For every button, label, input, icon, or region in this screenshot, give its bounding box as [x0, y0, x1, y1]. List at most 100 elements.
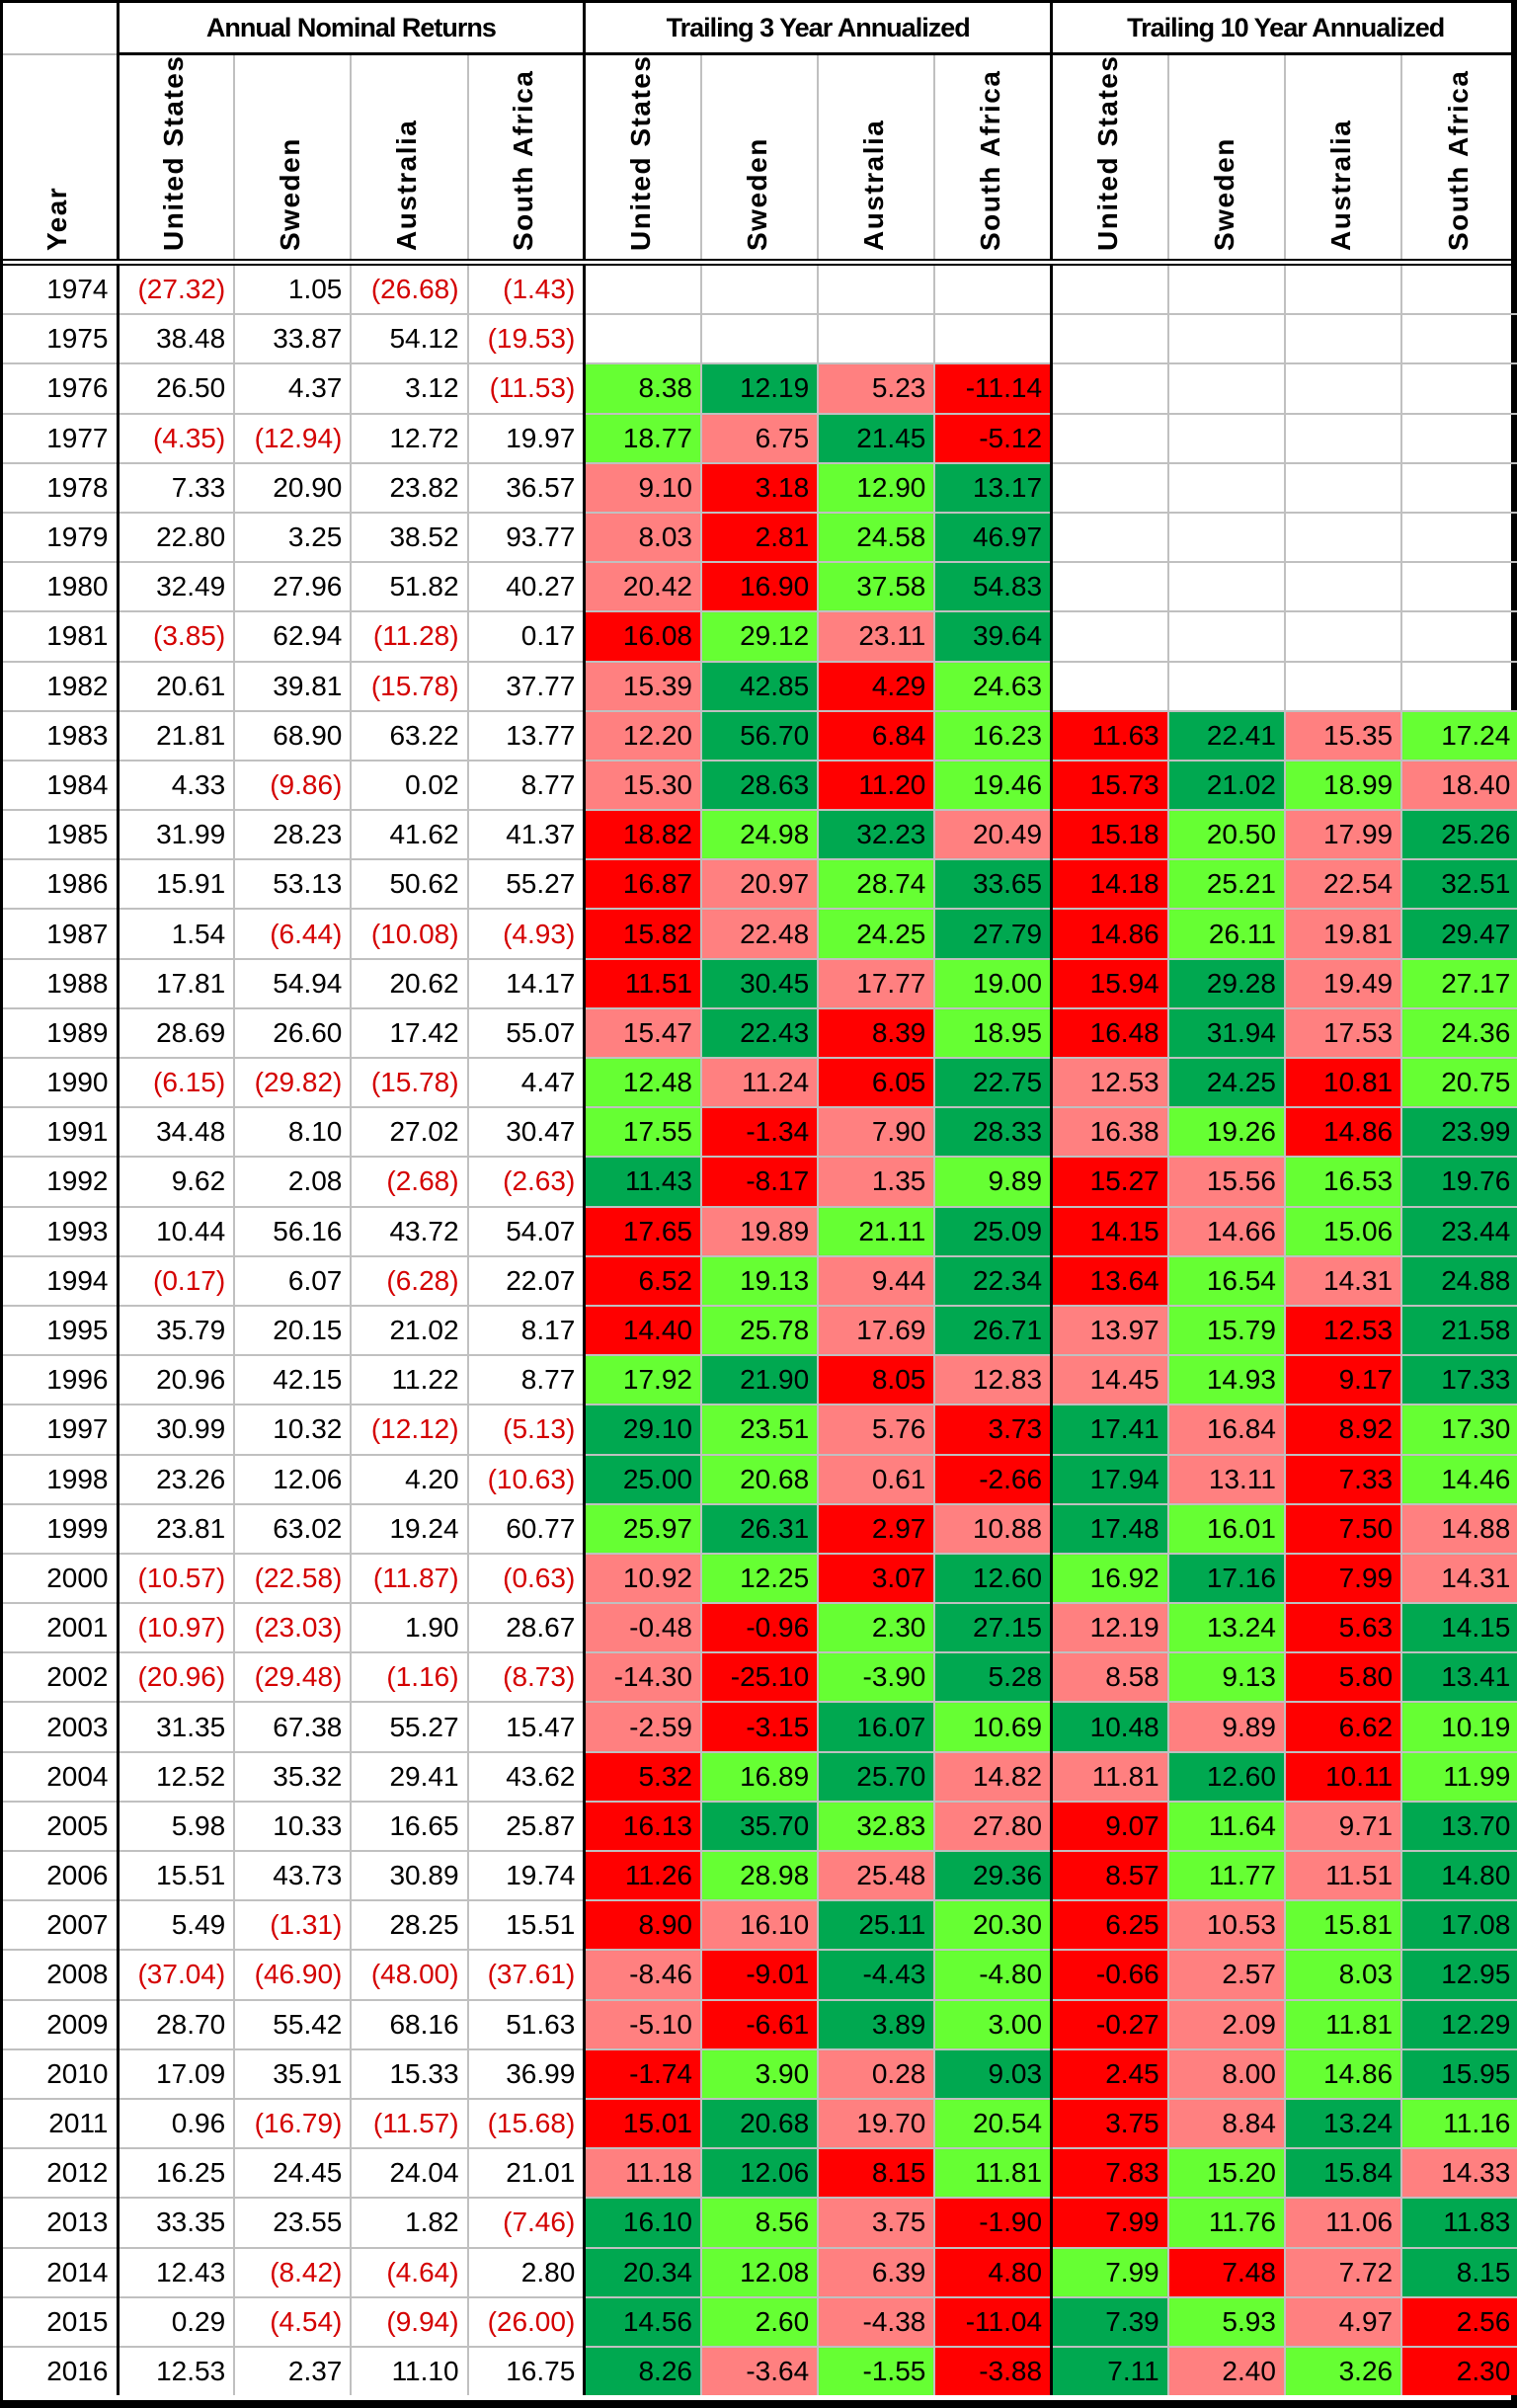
trailing-3yr-value-cell: 29.12 — [699, 611, 819, 663]
table-row: 1984 4.33 (9.86) 0.02 8.77 15.30 28.63 11.20 19.… — [3, 760, 1517, 812]
country-header-label: Australia — [1325, 119, 1356, 251]
trailing-3yr-value-cell: 8.26 — [583, 2346, 701, 2396]
trailing-10yr-value-cell: 17.33 — [1400, 1355, 1517, 1406]
trailing-3yr-value-cell: 15.30 — [583, 760, 701, 812]
annual-value-cell: (26.68) — [350, 262, 468, 316]
annual-value-cell: 38.48 — [116, 314, 235, 365]
trailing-10yr-value-cell: 9.71 — [1283, 1801, 1402, 1853]
trailing-3yr-value-cell: 3.90 — [699, 2048, 819, 2100]
trailing-3yr-value-cell: 15.39 — [583, 661, 701, 712]
trailing-3yr-value-cell: -4.38 — [817, 2296, 935, 2348]
trailing-10yr-value-cell: 14.80 — [1400, 1851, 1517, 1902]
trailing-3yr-value-cell: 8.15 — [817, 2148, 935, 2200]
trailing-10yr-value-cell: 29.47 — [1400, 909, 1517, 960]
trailing-10yr-value-cell: 4.97 — [1283, 2296, 1402, 2348]
year-cell: 1992 — [3, 1157, 118, 1208]
year-cell: 1999 — [3, 1503, 118, 1555]
trailing-10yr-value-cell — [1050, 611, 1168, 663]
trailing-3yr-value-cell: 56.70 — [699, 710, 819, 762]
trailing-3yr-value-cell: 16.10 — [699, 1900, 819, 1952]
annual-value-cell: 14.17 — [466, 958, 585, 1009]
annual-value-cell: 12.72 — [350, 413, 468, 464]
trailing-3yr-value-cell: 16.23 — [933, 710, 1052, 762]
annual-value-cell: 28.69 — [116, 1007, 235, 1060]
annual-value-cell: 26.50 — [116, 363, 235, 415]
trailing-3yr-value-cell: 19.13 — [699, 1255, 819, 1307]
annual-value-cell: 41.37 — [466, 810, 585, 861]
annual-value-cell: 67.38 — [233, 1702, 352, 1753]
annual-value-cell: 28.23 — [233, 810, 352, 861]
annual-value-cell: (4.54) — [233, 2296, 352, 2348]
trailing-10yr-value-cell: 17.48 — [1050, 1503, 1168, 1555]
trailing-10yr-value-cell: 6.62 — [1283, 1702, 1402, 1753]
trailing-10yr-value-cell: 8.92 — [1283, 1405, 1402, 1456]
annual-value-cell: 55.27 — [466, 859, 585, 911]
annual-value-cell: 23.26 — [116, 1454, 235, 1505]
trailing-10yr-value-cell: 5.80 — [1283, 1652, 1402, 1704]
annual-value-cell: (19.53) — [466, 314, 585, 365]
trailing-10yr-value-cell: 11.77 — [1166, 1851, 1285, 1902]
trailing-3yr-value-cell: 28.74 — [817, 859, 935, 911]
annual-value-cell: 43.72 — [350, 1206, 468, 1257]
trailing-10yr-value-cell: 15.84 — [1283, 2148, 1402, 2200]
trailing-3yr-value-cell: 17.92 — [583, 1355, 701, 1406]
annual-value-cell: 5.49 — [116, 1900, 235, 1952]
table-row: 1990 (6.15) (29.82) (15.78) 4.47 12.48 11.24 6.… — [3, 1058, 1517, 1109]
trailing-3yr-value-cell: 8.90 — [583, 1900, 701, 1952]
annual-value-cell: (9.94) — [350, 2296, 468, 2348]
trailing-3yr-value-cell: 9.03 — [933, 2048, 1052, 2100]
annual-value-cell: 22.80 — [116, 512, 235, 564]
trailing-3yr-value-cell: 1.35 — [817, 1157, 935, 1208]
year-cell: 1995 — [3, 1305, 118, 1357]
trailing-10yr-value-cell — [1400, 462, 1517, 514]
trailing-10yr-value-cell: 15.95 — [1400, 2048, 1517, 2100]
annual-value-cell: 10.33 — [233, 1801, 352, 1853]
annual-value-cell: (6.15) — [116, 1058, 235, 1109]
trailing-10yr-value-cell: 15.06 — [1283, 1206, 1402, 1257]
annual-value-cell: (46.90) — [233, 1950, 352, 2001]
annual-value-cell: (0.17) — [116, 1255, 235, 1307]
trailing-3yr-value-cell: -9.01 — [699, 1950, 819, 2001]
annual-value-cell: 24.45 — [233, 2148, 352, 2200]
trailing-10yr-value-cell: 14.18 — [1050, 859, 1168, 911]
annual-value-cell: 8.77 — [466, 1355, 585, 1406]
year-cell: 2000 — [3, 1553, 118, 1605]
annual-value-cell: 50.62 — [350, 859, 468, 911]
country-header-label: Sweden — [1208, 137, 1239, 251]
trailing-3yr-value-cell: -11.14 — [933, 363, 1052, 415]
table-row: 1993 10.44 56.16 43.72 54.07 17.65 19.89 21.11 2… — [3, 1206, 1517, 1257]
trailing-10yr-value-cell — [1050, 562, 1168, 613]
year-cell: 1976 — [3, 363, 118, 415]
annual-value-cell: 23.81 — [116, 1503, 235, 1555]
annual-value-cell: (11.57) — [350, 2098, 468, 2150]
country-header-trailing-3yr-2: Australia — [817, 53, 935, 266]
trailing-10yr-value-cell: 17.41 — [1050, 1405, 1168, 1456]
trailing-3yr-value-cell: 2.60 — [699, 2296, 819, 2348]
trailing-10yr-value-cell: 19.76 — [1400, 1157, 1517, 1208]
annual-value-cell: 17.81 — [116, 958, 235, 1009]
year-cell: 1985 — [3, 810, 118, 861]
annual-value-cell: 41.62 — [350, 810, 468, 861]
table-row: 2016 12.53 2.37 11.10 16.75 8.26 -3.64 -1.55 -3.… — [3, 2346, 1517, 2396]
annual-value-cell: 1.90 — [350, 1603, 468, 1654]
trailing-10yr-value-cell: -0.66 — [1050, 1950, 1168, 2001]
annual-value-cell: 35.32 — [233, 1751, 352, 1803]
annual-value-cell: 11.22 — [350, 1355, 468, 1406]
annual-value-cell: (29.82) — [233, 1058, 352, 1109]
trailing-10yr-value-cell: 10.53 — [1166, 1900, 1285, 1952]
annual-value-cell: 23.82 — [350, 462, 468, 514]
trailing-10yr-value-cell: 7.99 — [1050, 2247, 1168, 2298]
year-cell: 1979 — [3, 512, 118, 564]
trailing-3yr-value-cell: 32.83 — [817, 1801, 935, 1853]
trailing-10yr-value-cell: 17.08 — [1400, 1900, 1517, 1952]
annual-value-cell: 51.82 — [350, 562, 468, 613]
annual-value-cell: (15.78) — [350, 661, 468, 712]
trailing-3yr-value-cell: 10.92 — [583, 1553, 701, 1605]
trailing-3yr-value-cell: 29.10 — [583, 1405, 701, 1456]
trailing-10yr-value-cell: 11.63 — [1050, 710, 1168, 762]
trailing-10yr-value-cell — [1400, 661, 1517, 712]
trailing-10yr-value-cell: 7.33 — [1283, 1454, 1402, 1505]
trailing-10yr-value-cell: 2.57 — [1166, 1950, 1285, 2001]
trailing-3yr-value-cell: 16.10 — [583, 2198, 701, 2249]
trailing-3yr-value-cell: 28.63 — [699, 760, 819, 812]
